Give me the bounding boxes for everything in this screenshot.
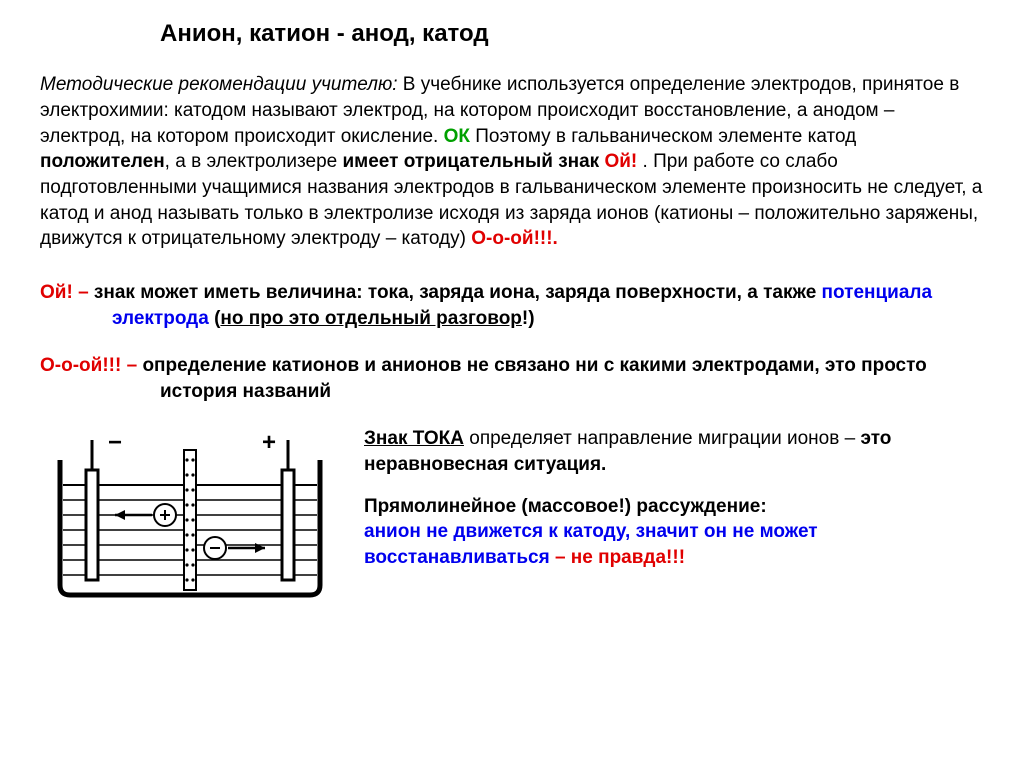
reasoning-para: Прямолинейное (массовое!) рассуждение: а…	[364, 494, 984, 571]
minus-sign: −	[108, 430, 122, 456]
ooy-mark: О-о-ой!!!.	[471, 228, 558, 249]
ooy-lead: О-о-ой!!! –	[40, 355, 142, 376]
oy-text-1: знак может иметь величина: тока, заряда …	[94, 282, 822, 303]
not-true-red: – не правда!!!	[555, 547, 685, 568]
plus-sign: +	[262, 430, 276, 456]
teacher-note-lead: Методические рекомендации учителю:	[40, 74, 403, 95]
oy-mark-1: Ой!	[604, 151, 637, 172]
page-title: Анион, катион - анод, катод	[160, 18, 984, 50]
intro-text-3: , а в электролизере	[165, 151, 343, 172]
oy-paren-open: (	[209, 308, 221, 329]
reasoning-lead: Прямолинейное (массовое!) рассуждение:	[364, 496, 767, 517]
ooy-text: определение катионов и анионов не связан…	[142, 355, 926, 402]
bottom-right-text: Знак ТОКА определяет направление миграци…	[364, 426, 984, 586]
current-sign-para: Знак ТОКА определяет направление миграци…	[364, 426, 984, 477]
bottom-row: − + Знак ТОКА определяет направление миг…	[40, 426, 984, 600]
current-sign-mid: определяет направление миграции ионов –	[464, 428, 861, 449]
oy-paren-close: !)	[522, 308, 535, 329]
intro-paragraph: Методические рекомендации учителю: В уче…	[40, 72, 984, 251]
ok-mark: ОК	[444, 126, 470, 147]
intro-text-2: Поэтому в гальваническом элементе катод	[470, 126, 856, 147]
ooy-section: О-о-ой!!! – определение катионов и анион…	[40, 353, 984, 404]
oy-underline: но про это отдельный разговор	[220, 308, 522, 329]
negative-bold: имеет отрицательный знак	[343, 151, 605, 172]
oy-lead: Ой! –	[40, 282, 94, 303]
current-sign-lead: Знак ТОКА	[364, 428, 464, 449]
oy-section: Ой! – знак может иметь величина: тока, з…	[40, 280, 984, 331]
electrolysis-diagram: − +	[40, 426, 340, 600]
positive-bold: положителен	[40, 151, 165, 172]
